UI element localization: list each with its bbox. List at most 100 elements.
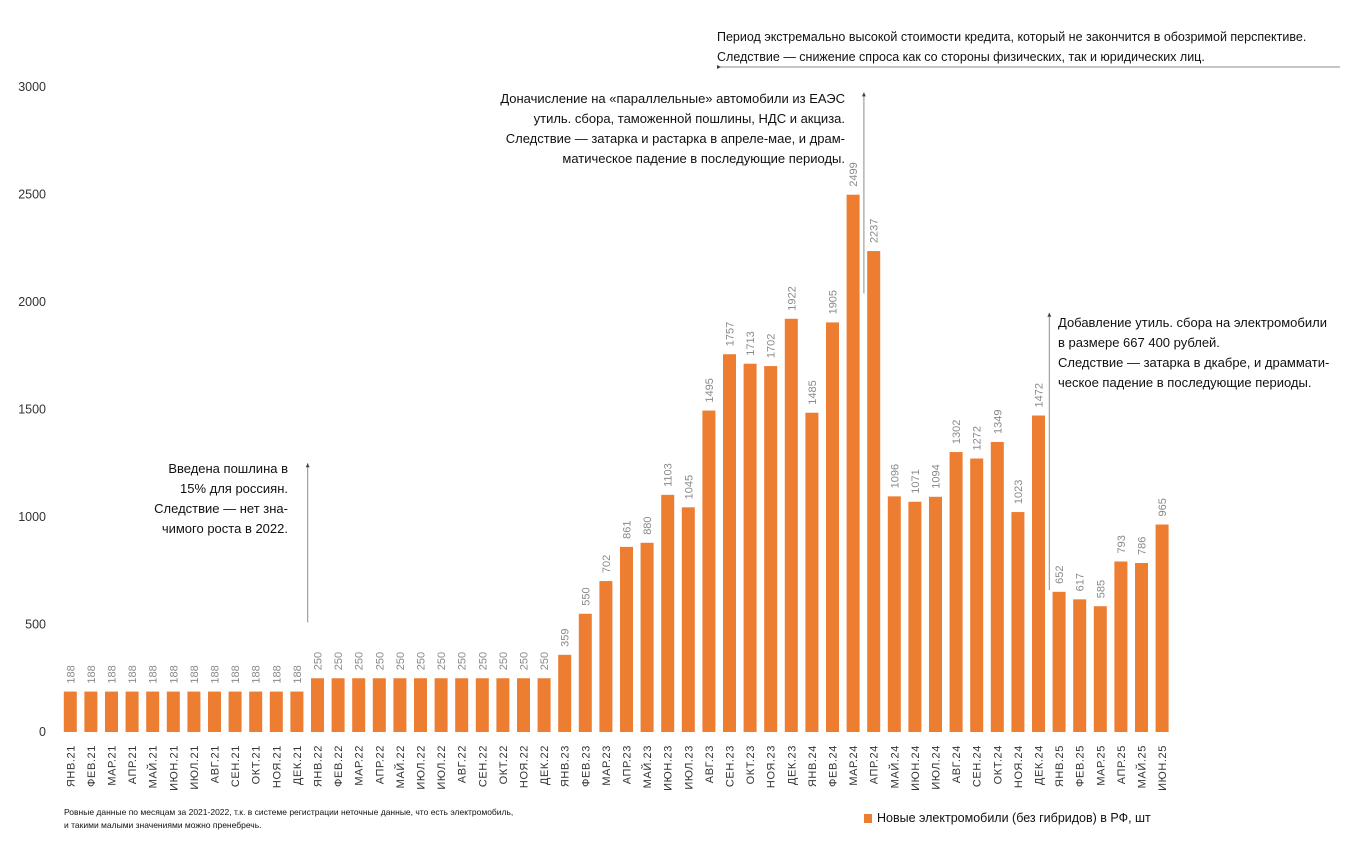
x-tick-label: ОКТ.23 [745, 745, 757, 784]
bar-value-label: 1045 [683, 475, 695, 499]
bar-value-label: 1485 [807, 380, 819, 404]
bar [228, 691, 242, 732]
bar [84, 691, 98, 732]
bar-value-label: 793 [1116, 535, 1128, 553]
x-tick-label: МАР.22 [354, 745, 366, 786]
bar [826, 322, 839, 732]
bar [1032, 415, 1045, 732]
bar-value-label: 1349 [992, 409, 1004, 433]
x-tick-label: ФЕВ.21 [86, 745, 98, 787]
x-tick-label: СЕН.22 [477, 745, 489, 787]
x-tick-label: ДЕК.21 [292, 745, 304, 785]
bar-value-label: 1757 [725, 322, 737, 346]
bar [661, 494, 675, 732]
bar [743, 363, 757, 732]
bar [249, 691, 263, 732]
x-tick-label: ИЮЛ.22 [436, 745, 448, 790]
bar-value-label: 188 [210, 665, 222, 683]
bar [475, 678, 489, 732]
bar-value-label: 1272 [972, 426, 984, 450]
bar-value-label: 585 [1095, 580, 1107, 598]
x-tick-label: ИЮЛ.23 [683, 745, 695, 790]
x-tick-label: АПР.25 [1116, 745, 1128, 784]
bar [455, 678, 469, 732]
y-tick-label: 2500 [18, 188, 46, 202]
y-axis: 0 500 1000 1500 2000 2500 3000 [18, 80, 46, 739]
x-tick-label: ЯНВ.22 [313, 745, 325, 787]
annotation-line: Следствие — затарка в дкабре, и драммати… [1058, 355, 1330, 370]
bar [311, 678, 324, 732]
value-labels-group: 188 188 188 188 188 188 188 188 188 188 188 188 250 2… [65, 162, 1169, 683]
x-tick-label: ИЮН.25 [1157, 745, 1169, 791]
bar [372, 678, 386, 732]
bar-value-label: 188 [189, 665, 201, 683]
bar [846, 194, 860, 733]
x-tick-label: АПР.22 [374, 745, 386, 784]
bar [1155, 524, 1169, 732]
bar [764, 366, 778, 732]
bar-value-label: 1905 [828, 290, 840, 314]
bar [352, 678, 366, 732]
bar [331, 678, 345, 732]
bar-value-label: 250 [395, 652, 407, 670]
bar-value-label: 1103 [663, 463, 675, 487]
bar-value-label: 250 [374, 652, 386, 670]
bar [929, 496, 942, 732]
bar-value-label: 188 [251, 665, 263, 683]
bar-value-label: 702 [601, 555, 613, 573]
bar-value-label: 250 [416, 652, 428, 670]
bars-group [63, 194, 1169, 733]
bar [146, 691, 160, 732]
annotation-arrowhead [305, 463, 310, 468]
bar [269, 691, 283, 732]
bar [1114, 561, 1128, 732]
footnote: Ровные данные по месяцам за 2021-2022, т… [64, 806, 513, 832]
bar-value-label: 250 [354, 652, 366, 670]
bar-value-label: 1702 [766, 334, 778, 358]
annotation-recycling-fee-2025: Добавление утиль. сбора на электромобили… [1058, 313, 1329, 393]
y-tick-label: 500 [25, 618, 46, 632]
bar [517, 678, 530, 732]
y-tick-label: 1000 [18, 510, 46, 524]
annotation-line: Доначисление на «параллельные» автомобил… [500, 91, 845, 106]
bar [393, 678, 407, 732]
x-tick-label: ОКТ.22 [498, 745, 510, 784]
bar-value-label: 250 [477, 652, 489, 670]
x-tick-label: ДЕК.24 [1034, 745, 1046, 785]
bar-value-label: 1023 [1013, 480, 1025, 504]
annotation-line: Добавление утиль. сбора на электромобили [1058, 315, 1327, 330]
bar [784, 318, 798, 732]
bar [702, 410, 716, 732]
bar [640, 542, 654, 732]
y-tick-label: 0 [39, 725, 46, 739]
bar [558, 654, 572, 732]
bar-value-label: 188 [271, 665, 283, 683]
x-tick-label: АВГ.21 [210, 745, 222, 783]
x-tick-label: МАЙ.21 [147, 745, 160, 788]
bar [434, 678, 448, 732]
x-tick-label: ФЕВ.23 [580, 745, 592, 787]
x-tick-label: СЕН.21 [230, 745, 242, 787]
annotation-arrowhead [1047, 312, 1052, 317]
bar [187, 691, 201, 732]
bar-value-label: 250 [333, 652, 345, 670]
annotation-line: ческое падение в последующие периоды. [1058, 375, 1312, 390]
annotation-line: чимого роста в 2022. [161, 521, 288, 536]
bar [1135, 563, 1148, 732]
bar [1073, 599, 1087, 732]
bar [1093, 606, 1107, 732]
x-tick-label: ДЕК.22 [539, 745, 551, 785]
x-tick-label: ФЕВ.24 [828, 745, 840, 787]
annotation-credit-cost: Период экстремально высокой стоимости кр… [717, 27, 1306, 67]
bar [990, 441, 1004, 732]
x-tick-label: АПР.24 [869, 745, 881, 784]
x-tick-label: ИЮН.21 [168, 745, 180, 791]
legend: Новые электромобили (без гибридов) в РФ,… [864, 811, 1151, 825]
annotation-line: 15% для россиян. [179, 481, 288, 496]
bar-value-label: 617 [1075, 573, 1087, 591]
bar-value-label: 250 [436, 652, 448, 670]
bar-value-label: 652 [1054, 565, 1066, 583]
x-tick-label: ОКТ.21 [251, 745, 263, 784]
bar-value-label: 188 [292, 665, 304, 683]
